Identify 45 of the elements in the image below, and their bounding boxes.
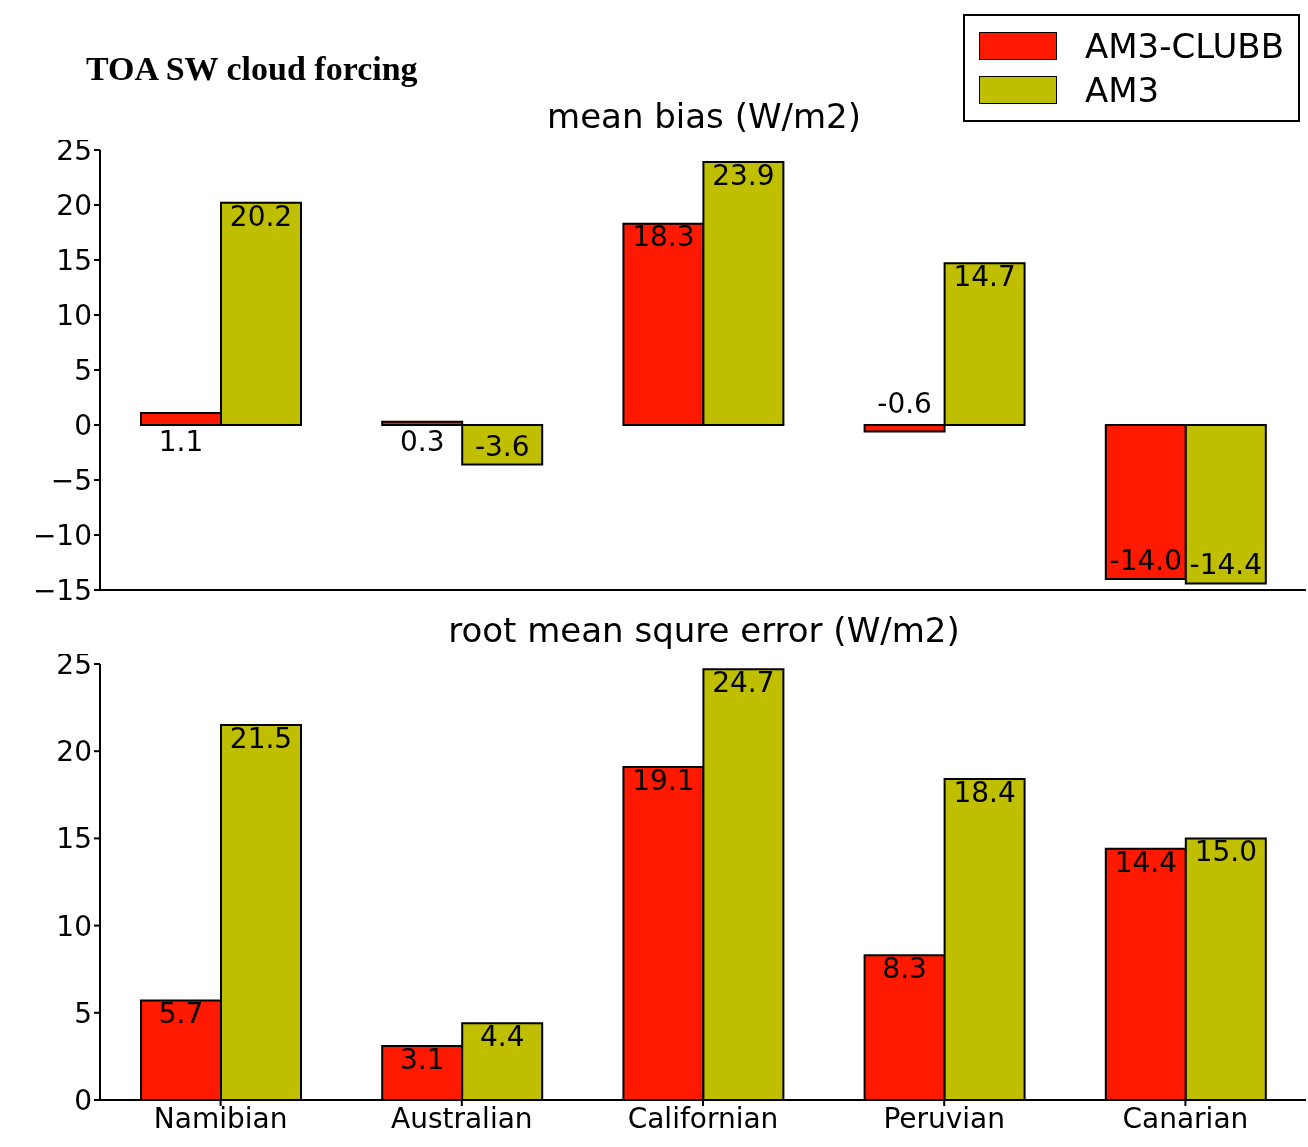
y-tick-label: 20: [56, 188, 92, 222]
text: TOA SW cloud forcing: [86, 50, 418, 88]
data-label: 20.2: [229, 199, 293, 233]
y-tick-label: 25: [56, 133, 92, 167]
y-tick-label: −5: [50, 463, 92, 497]
data-label: 5.7: [158, 997, 204, 1031]
data-label: 21.5: [229, 721, 293, 755]
data-label: -0.6: [877, 387, 932, 420]
legend-label: AM3: [1084, 70, 1160, 110]
x-tick-label: Canarian: [1122, 1101, 1249, 1135]
y-tick-label: 25: [56, 647, 92, 681]
data-label: 15.0: [1194, 835, 1257, 869]
data-label: 18.4: [953, 775, 1016, 809]
data-label: -14.0: [1109, 544, 1183, 577]
y-tick-label: −15: [32, 573, 92, 607]
data-label: 24.7: [712, 666, 775, 700]
data-label: 4.4: [479, 1020, 525, 1054]
legend-label: AM3-CLUBB: [1084, 26, 1284, 66]
y-tick-label: 0: [74, 1083, 92, 1117]
x-tick-label: Peruvian: [883, 1101, 1006, 1135]
data-label: 19.1: [632, 763, 695, 797]
data-label: 14.4: [1114, 845, 1177, 879]
data-label: 3.1: [399, 1042, 445, 1076]
x-tick-label: Namibian: [153, 1101, 288, 1135]
data-label: -14.4: [1189, 548, 1263, 582]
y-tick-label: 10: [56, 909, 92, 943]
y-tick-label: 0: [74, 408, 92, 442]
data-label: 23.9: [712, 158, 775, 192]
y-tick-label: 5: [74, 353, 92, 387]
y-tick-label: 15: [56, 822, 92, 856]
y-tick-label: 20: [56, 735, 92, 769]
data-label: 8.3: [882, 952, 927, 986]
data-label: 18.3: [632, 220, 695, 254]
data-label: 0.3: [399, 424, 445, 458]
data-label: 14.7: [953, 260, 1016, 294]
data-label: -3.6: [474, 429, 530, 463]
data-label: 1.1: [158, 424, 204, 458]
y-tick-label: 5: [74, 996, 92, 1030]
chart-title: mean bias (W/m2): [547, 96, 861, 136]
x-tick-label: Australian: [391, 1101, 533, 1135]
y-tick-label: 15: [56, 243, 92, 277]
y-tick-label: 10: [56, 298, 92, 332]
x-tick-label: Californian: [627, 1101, 779, 1135]
y-tick-label: −10: [32, 518, 92, 552]
chart-title: root mean squre error (W/m2): [448, 610, 960, 650]
